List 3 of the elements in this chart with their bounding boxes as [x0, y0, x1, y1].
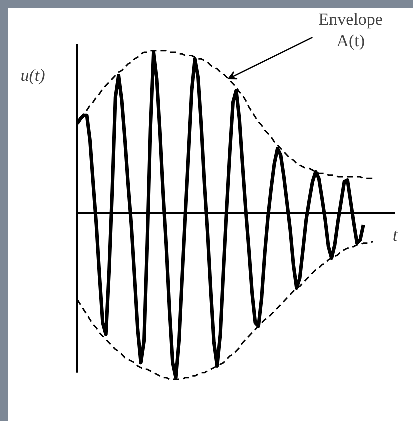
x-axis-title: t — [392, 225, 399, 246]
y-axis-title: u(t) — [20, 66, 46, 86]
text: Envelope A(t) — [318, 10, 383, 50]
